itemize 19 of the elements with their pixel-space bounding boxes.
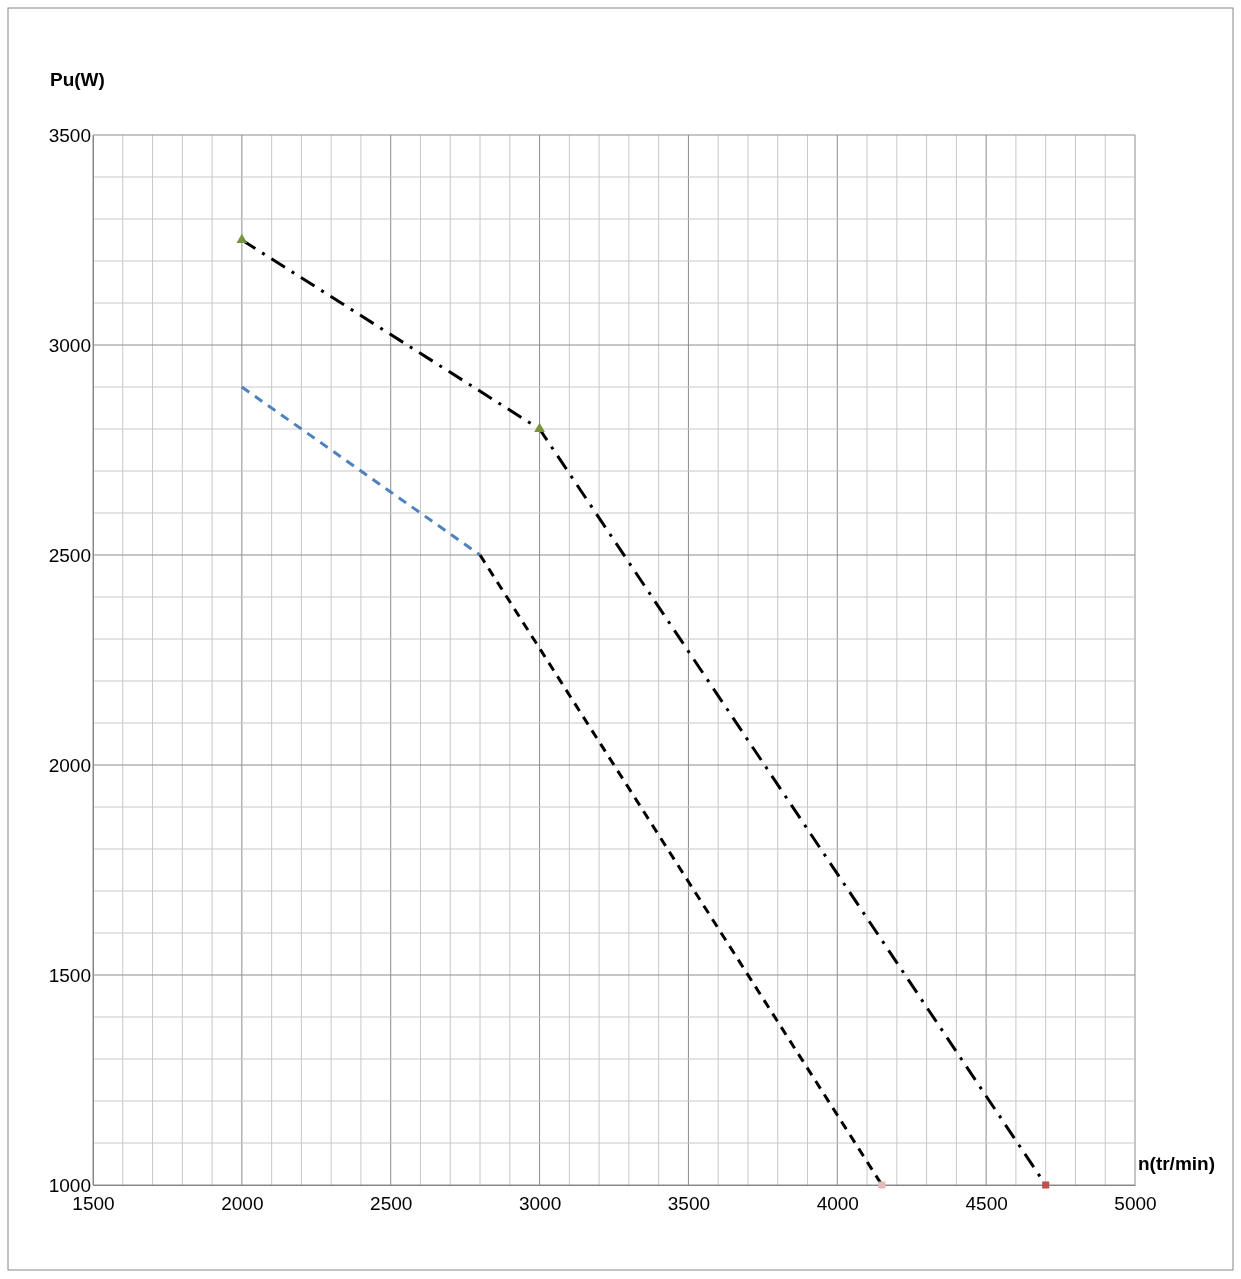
- x-axis-title: n(tr/min): [1137, 1153, 1215, 1174]
- x-tick-label: 5000: [1114, 1193, 1157, 1215]
- x-tick-label: 4000: [816, 1193, 859, 1215]
- y-axis-title: Pu(W): [50, 69, 105, 90]
- y-tick-label: 2500: [48, 544, 91, 566]
- y-tick-label: 1000: [48, 1174, 91, 1196]
- point: [236, 233, 248, 244]
- point: [534, 422, 545, 433]
- point: [878, 1181, 886, 1189]
- x-tick-label: 4500: [965, 1193, 1008, 1215]
- y-tick-label: 3500: [48, 124, 91, 146]
- y-tick-label: 1500: [48, 964, 91, 986]
- x-tick-label: 2500: [370, 1193, 413, 1215]
- x-tick-label: 3500: [667, 1193, 711, 1215]
- x-tick-label: 1500: [72, 1193, 115, 1215]
- y-tick-label: 2000: [48, 754, 91, 776]
- x-tick-label: 3000: [518, 1193, 562, 1215]
- x-tick-label: 2000: [221, 1193, 264, 1215]
- y-tick-label: 3000: [48, 334, 91, 356]
